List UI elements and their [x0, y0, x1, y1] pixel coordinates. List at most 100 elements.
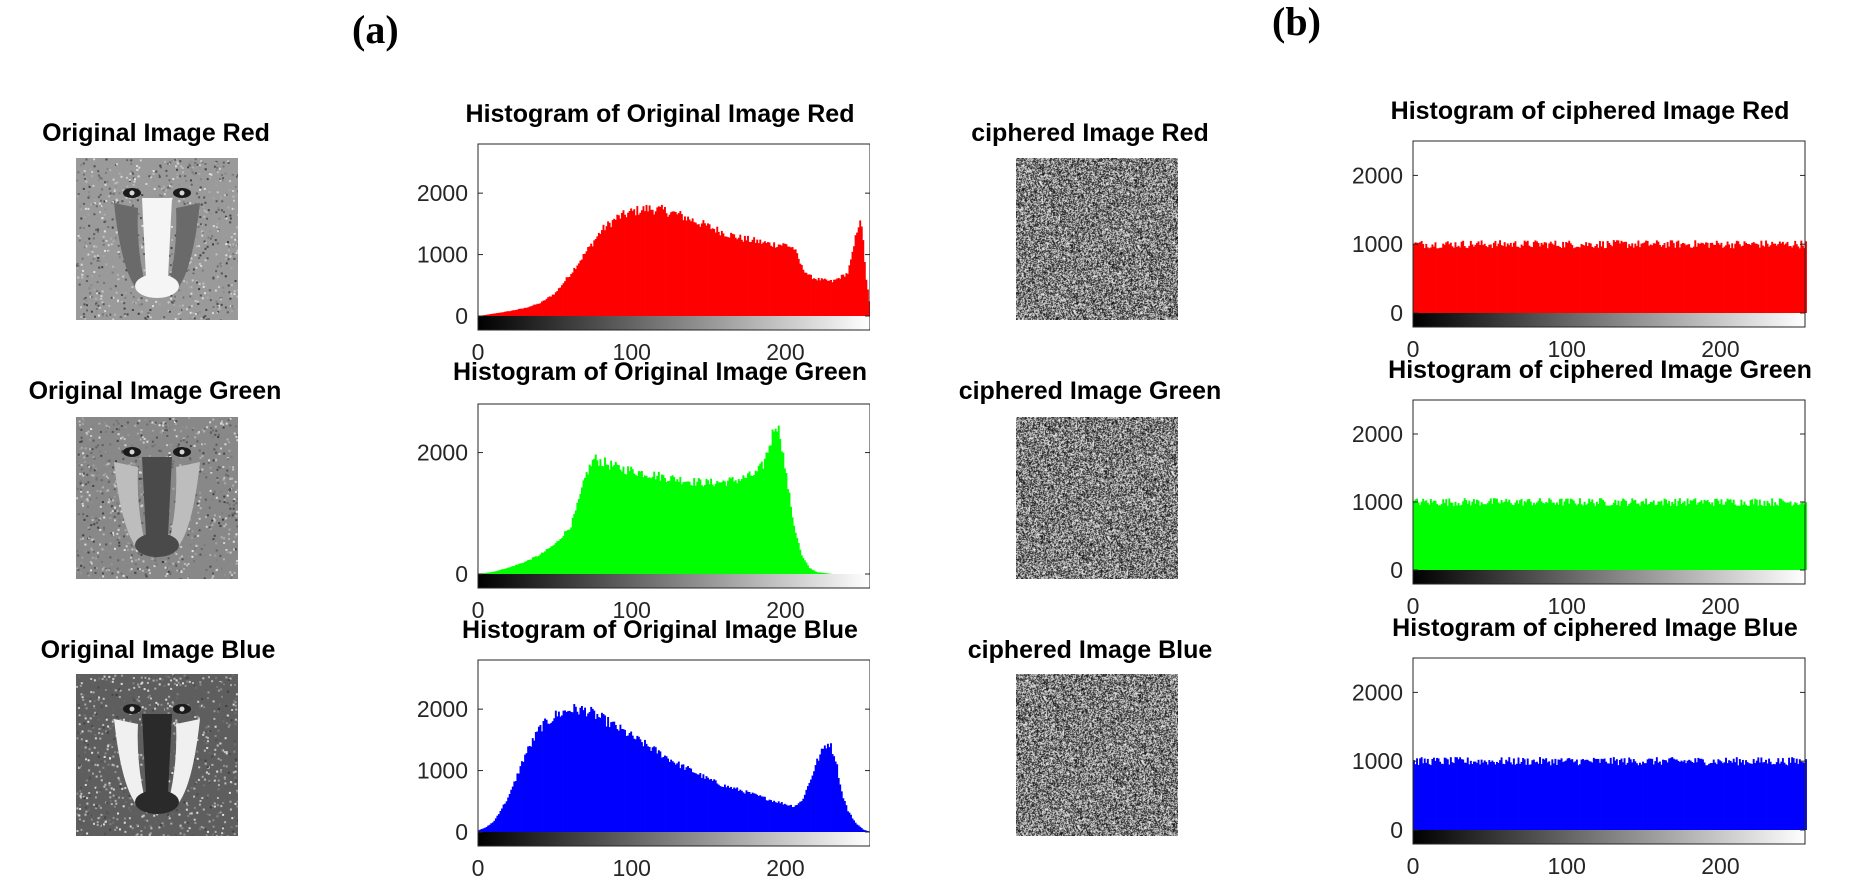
histogram-bar — [682, 220, 685, 316]
histogram-bar — [1721, 763, 1724, 830]
histogram-bar — [1413, 500, 1415, 570]
histogram-bar — [1735, 240, 1738, 313]
histogram-bar — [1456, 246, 1458, 313]
histogram-bar — [1497, 762, 1500, 830]
histogram-bar — [1575, 246, 1578, 313]
histogram-bar — [1680, 243, 1683, 313]
histogram-bar — [793, 806, 796, 832]
histogram-bar — [665, 213, 668, 316]
histogram-bar — [1765, 505, 1767, 570]
histogram-bar — [797, 258, 800, 316]
histogram-bar — [590, 466, 593, 574]
histogram-bar — [1746, 762, 1749, 830]
histogram-bar — [1801, 502, 1804, 570]
histogram-bar — [731, 477, 734, 574]
histogram-bar — [1723, 504, 1726, 570]
histogram-bar — [742, 792, 745, 832]
histogram-bar — [1586, 246, 1589, 313]
histogram-bar — [825, 573, 828, 574]
histogram-bar — [734, 788, 737, 832]
histogram-bar — [1700, 758, 1703, 830]
histogram-bar — [776, 802, 779, 832]
histogram-bar — [736, 787, 739, 832]
histogram-bar — [1737, 765, 1740, 830]
histogram-bar — [1575, 759, 1578, 830]
histogram-bar — [564, 710, 567, 832]
histogram-bar — [479, 829, 482, 832]
histogram-bar — [516, 564, 519, 574]
histogram-bar — [1697, 243, 1700, 313]
histogram-bar — [1526, 240, 1529, 313]
histogram-bar — [1800, 502, 1803, 570]
histogram-bar — [1535, 241, 1538, 313]
histogram-bar — [1423, 248, 1426, 313]
histogram-bar — [1417, 764, 1420, 830]
histogram-bar — [1780, 761, 1783, 830]
histogram-bar — [790, 506, 792, 574]
histogram-bar — [1741, 245, 1744, 313]
histogram-bar — [616, 729, 619, 832]
histogram-bar — [819, 572, 822, 574]
histogram-bar — [627, 212, 630, 316]
histogram-bar — [1572, 248, 1575, 313]
histogram-bar — [1502, 245, 1505, 313]
histogram-bar — [522, 761, 525, 832]
histogram-bar — [799, 801, 802, 832]
histogram-bar — [642, 746, 645, 832]
histogram-bar — [602, 714, 605, 832]
histogram-bar — [1469, 760, 1472, 830]
histogram-bar — [1517, 757, 1520, 830]
histogram-bar — [1445, 499, 1448, 570]
histogram-bar — [1674, 498, 1677, 570]
histogram-bar — [1591, 499, 1594, 570]
histogram-bar — [1638, 762, 1641, 830]
histogram-bar — [751, 476, 754, 574]
histogram-bar — [1419, 242, 1422, 313]
histogram-bar — [668, 761, 671, 832]
histogram-bar — [1706, 499, 1709, 570]
histogram-bar — [588, 246, 591, 316]
histogram-bar — [773, 242, 776, 316]
histogram-bar — [1528, 499, 1531, 570]
histogram-bar — [1548, 498, 1551, 570]
histogram-bar — [1792, 245, 1795, 313]
histogram-bar — [597, 232, 600, 316]
histogram-bar — [1695, 504, 1698, 570]
histogram-bar — [760, 243, 763, 316]
histogram-bar — [1539, 757, 1541, 830]
histogram-bar — [1439, 761, 1442, 830]
histogram-bar — [531, 557, 534, 574]
histogram-bar — [568, 276, 571, 316]
histogram-bar — [1800, 761, 1803, 830]
histogram-bar — [1483, 504, 1486, 570]
histogram-bar — [791, 807, 794, 832]
histogram-bar — [1714, 762, 1717, 830]
histogram-bar — [1514, 502, 1517, 570]
histogram-bar — [770, 245, 773, 316]
histogram-bar — [577, 263, 580, 316]
histogram-bar — [707, 480, 709, 574]
histogram-bar — [1505, 498, 1508, 570]
histogram-bar — [1665, 247, 1668, 313]
histogram-bar — [1559, 246, 1561, 313]
histogram-bar — [513, 310, 516, 316]
histogram-bar — [830, 743, 832, 832]
histogram-bar — [1665, 499, 1668, 570]
histogram-bar — [820, 748, 823, 832]
histogram-bar — [570, 527, 573, 574]
histogram-bar — [1637, 765, 1640, 830]
histogram-bar — [759, 795, 762, 832]
histogram-bar — [1605, 761, 1608, 830]
histogram-bar — [865, 279, 868, 316]
histogram-bar — [1431, 244, 1434, 313]
histogram-bar — [1566, 498, 1569, 570]
histogram-bar — [576, 502, 579, 574]
histogram-bar — [1660, 246, 1663, 313]
histogram-bar — [1531, 760, 1534, 830]
histogram-bar — [1463, 246, 1466, 313]
histogram-bar — [1525, 764, 1528, 830]
histogram-bar — [1760, 757, 1763, 830]
histogram-bar — [581, 487, 583, 574]
ciphered-blue-title: ciphered Image Blue — [967, 636, 1213, 664]
histogram-bar — [1721, 504, 1724, 570]
